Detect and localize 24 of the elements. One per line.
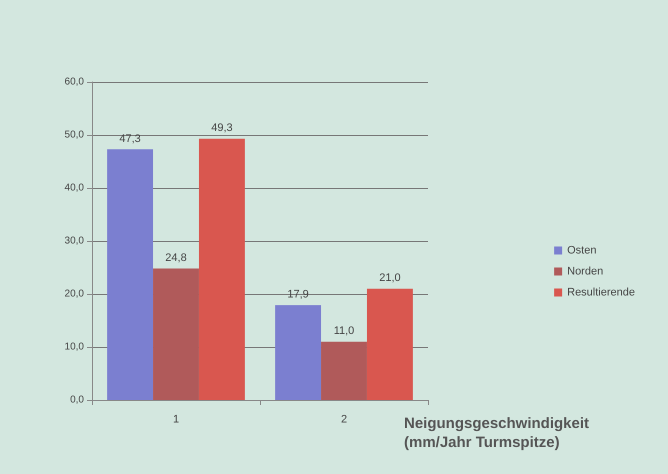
data-label: 21,0 xyxy=(379,272,401,284)
legend-label: Norden xyxy=(567,266,604,278)
data-label: 11,0 xyxy=(334,325,354,338)
legend-label: Osten xyxy=(567,244,596,256)
y-tick-label: 20,0 xyxy=(64,288,84,300)
y-tick-label: 50,0 xyxy=(64,130,84,140)
bar xyxy=(153,268,199,400)
data-label: 24,8 xyxy=(165,252,187,264)
bar xyxy=(107,149,154,400)
x-tick-label: 1 xyxy=(172,414,180,426)
y-tick-label: 40,0 xyxy=(64,182,84,194)
bar xyxy=(321,342,367,400)
bar xyxy=(198,138,245,400)
y-tick-label: 30,0 xyxy=(64,236,84,246)
y-tick-label: 10,0 xyxy=(64,342,84,352)
x-tick-label: 2 xyxy=(340,414,348,426)
y-tick-label: 0,0 xyxy=(70,394,84,406)
bar xyxy=(275,305,322,400)
data-label: 49,3 xyxy=(211,122,233,134)
data-label: 47,3 xyxy=(119,132,141,145)
legend-label: Resultierende xyxy=(567,286,635,298)
y-tick-label: 60,0 xyxy=(64,76,84,88)
bar xyxy=(366,288,413,400)
x-axis-title: Neigungsgeschwindigkeit (mm/Jahr Turmspitze) xyxy=(404,415,594,451)
